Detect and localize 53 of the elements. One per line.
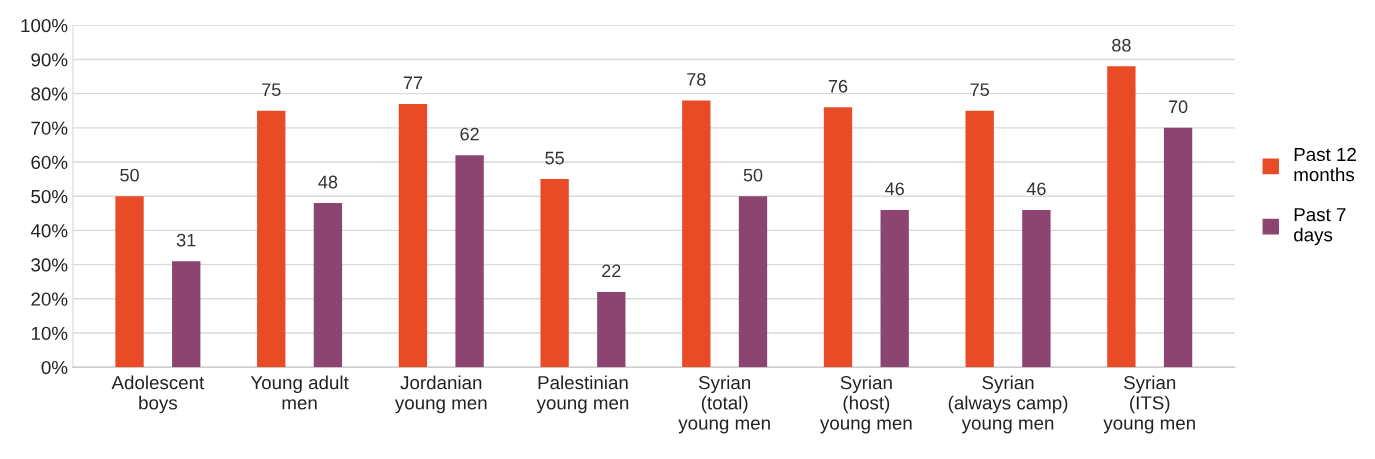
x-tick-label: Syrian (ITS) young men (1103, 375, 1195, 434)
bar (1163, 127, 1193, 368)
bar (1107, 66, 1136, 368)
bar (115, 196, 144, 368)
data-label: 88 (1112, 38, 1131, 52)
x-tick-label: Adolescent boys (111, 375, 205, 414)
data-label: 75 (262, 83, 281, 97)
y-tick-label: 20% (31, 292, 68, 306)
x-tick-label: Syrian (always camp) young men (948, 375, 1068, 434)
data-label: 48 (318, 175, 338, 189)
y-tick-label: 0% (41, 360, 68, 375)
y-tick-label: 80% (31, 87, 68, 101)
data-label: 31 (176, 233, 196, 247)
data-label: 50 (120, 168, 139, 182)
data-label: 76 (828, 79, 848, 93)
bar (738, 196, 768, 368)
bar (398, 103, 428, 368)
data-label: 78 (687, 73, 706, 86)
y-tick-label: 30% (31, 258, 68, 272)
x-tick-label: Palestinian young men (536, 375, 629, 414)
bar (172, 261, 201, 368)
data-label: 46 (885, 182, 904, 196)
bar (880, 209, 909, 368)
y-tick-label: 10% (31, 326, 68, 340)
bar (540, 179, 569, 368)
y-tick-label: 60% (31, 155, 68, 170)
x-tick-label: Syrian (total) young men (678, 375, 770, 434)
bar (1022, 209, 1051, 368)
data-label: 55 (545, 151, 564, 165)
x-tick-label: Young adult men (250, 375, 349, 410)
y-tick-label: 70% (31, 121, 68, 135)
bar (313, 203, 343, 368)
data-label: 77 (403, 76, 423, 90)
data-label: 75 (970, 83, 989, 97)
bar (597, 291, 626, 368)
data-label: 46 (1026, 182, 1046, 196)
bar (682, 100, 711, 368)
y-tick-label: 40% (30, 224, 68, 238)
x-tick-label: Syrian (host) young men (820, 375, 912, 434)
x-tick-label: Jordanian young men (394, 375, 487, 414)
bar (823, 107, 853, 368)
bar (455, 155, 484, 368)
bar (257, 110, 286, 368)
data-label: 50 (743, 168, 763, 182)
y-tick-label: 100% (21, 18, 68, 33)
data-label: 62 (460, 127, 479, 141)
legend-label: Past 7 days (1294, 208, 1346, 246)
y-tick-label: 50% (31, 189, 68, 204)
data-label: 70 (1168, 100, 1188, 114)
data-label: 22 (602, 264, 621, 278)
y-tick-label: 90% (31, 53, 68, 67)
legend-label: Past 12 months (1294, 147, 1356, 182)
bar (965, 110, 994, 368)
